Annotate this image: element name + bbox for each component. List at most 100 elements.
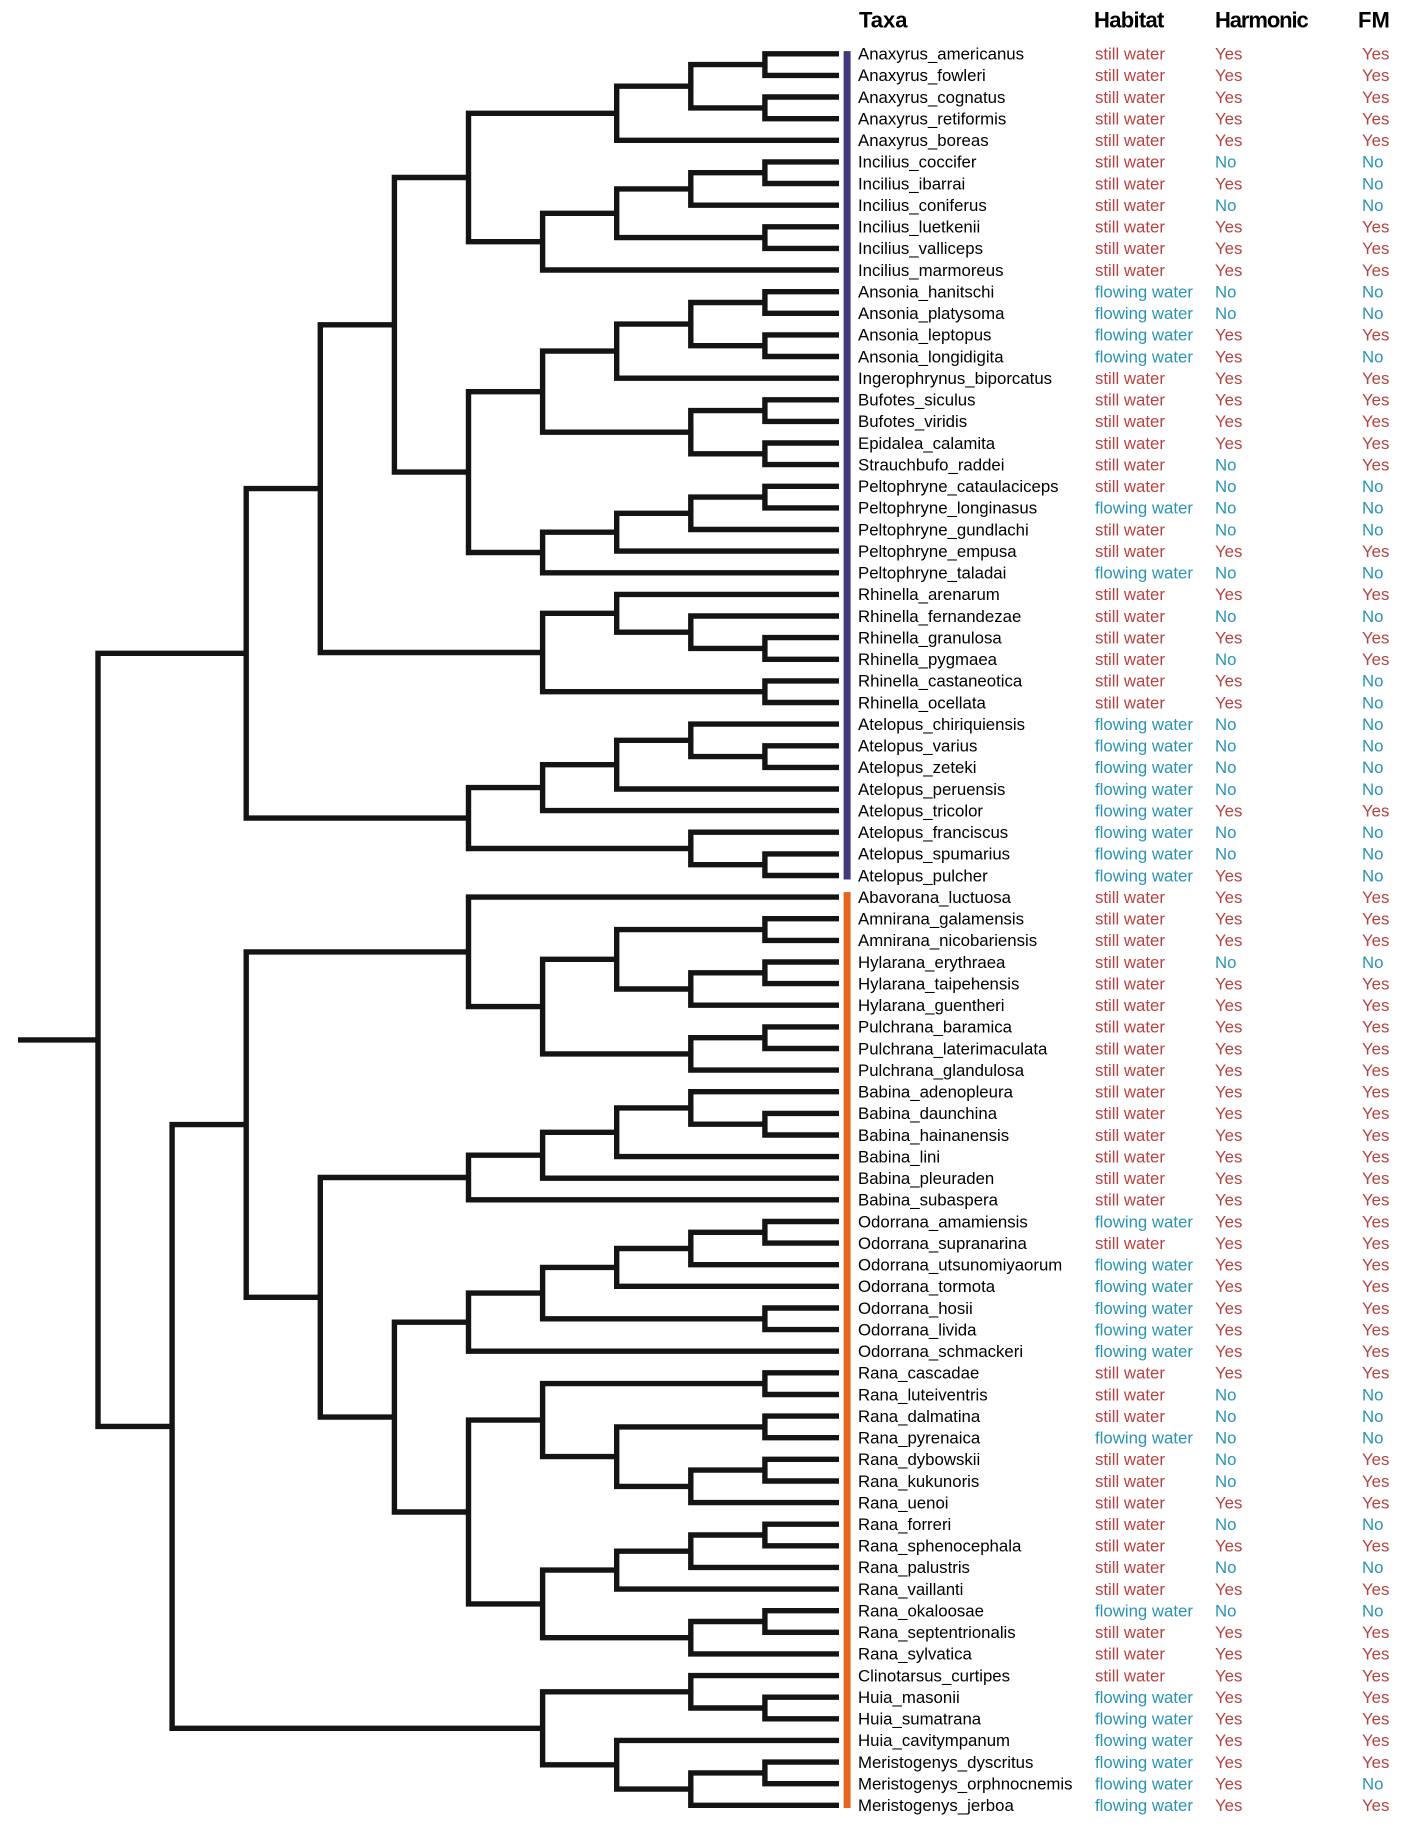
svg-text:still water: still water bbox=[1095, 1666, 1165, 1685]
svg-text:Yes: Yes bbox=[1362, 1039, 1389, 1058]
svg-text:Yes: Yes bbox=[1362, 910, 1389, 929]
svg-text:Rhinella_ocellata: Rhinella_ocellata bbox=[858, 693, 986, 712]
svg-text:still water: still water bbox=[1095, 1493, 1165, 1512]
svg-text:No: No bbox=[1215, 1429, 1236, 1448]
svg-text:Babina_pleuraden: Babina_pleuraden bbox=[858, 1169, 994, 1188]
svg-text:No: No bbox=[1215, 564, 1236, 583]
svg-text:still water: still water bbox=[1095, 1623, 1165, 1642]
svg-text:No: No bbox=[1362, 174, 1383, 193]
svg-text:Yes: Yes bbox=[1362, 1688, 1389, 1707]
svg-text:Yes: Yes bbox=[1362, 585, 1389, 604]
svg-text:still water: still water bbox=[1095, 931, 1165, 950]
svg-text:still water: still water bbox=[1095, 1385, 1165, 1404]
svg-text:Rana_dybowskii: Rana_dybowskii bbox=[858, 1450, 980, 1469]
svg-text:Habitat: Habitat bbox=[1094, 8, 1165, 33]
svg-text:Rana_uenoi: Rana_uenoi bbox=[858, 1493, 949, 1512]
svg-text:still water: still water bbox=[1095, 628, 1165, 647]
svg-text:No: No bbox=[1215, 1602, 1236, 1621]
svg-text:Yes: Yes bbox=[1215, 1191, 1242, 1210]
svg-text:No: No bbox=[1362, 564, 1383, 583]
svg-text:No: No bbox=[1215, 823, 1236, 842]
svg-text:still water: still water bbox=[1095, 996, 1165, 1015]
svg-text:Yes: Yes bbox=[1362, 218, 1389, 237]
svg-text:Incilius_valliceps: Incilius_valliceps bbox=[858, 239, 983, 258]
svg-text:Yes: Yes bbox=[1362, 1256, 1389, 1275]
svg-text:still water: still water bbox=[1095, 953, 1165, 972]
svg-text:Pulchrana_baramica: Pulchrana_baramica bbox=[858, 1018, 1013, 1037]
svg-text:Yes: Yes bbox=[1215, 412, 1242, 431]
svg-text:Yes: Yes bbox=[1215, 434, 1242, 453]
svg-text:still water: still water bbox=[1095, 607, 1165, 626]
svg-text:Yes: Yes bbox=[1215, 1623, 1242, 1642]
svg-text:Strauchbufo_raddei: Strauchbufo_raddei bbox=[858, 455, 1004, 474]
svg-text:Yes: Yes bbox=[1362, 1104, 1389, 1123]
svg-text:Yes: Yes bbox=[1215, 1666, 1242, 1685]
svg-text:No: No bbox=[1215, 283, 1236, 302]
svg-text:No: No bbox=[1215, 607, 1236, 626]
svg-text:Odorrana_utsunomiyaorum: Odorrana_utsunomiyaorum bbox=[858, 1256, 1062, 1275]
svg-text:still water: still water bbox=[1095, 477, 1165, 496]
svg-text:No: No bbox=[1362, 499, 1383, 518]
svg-text:Yes: Yes bbox=[1362, 455, 1389, 474]
svg-text:still water: still water bbox=[1095, 1061, 1165, 1080]
svg-text:Incilius_coccifer: Incilius_coccifer bbox=[858, 153, 977, 172]
svg-text:still water: still water bbox=[1095, 672, 1165, 691]
svg-text:Harmonic: Harmonic bbox=[1215, 8, 1309, 33]
svg-text:flowing water: flowing water bbox=[1095, 823, 1193, 842]
svg-text:Babina_adenopleura: Babina_adenopleura bbox=[858, 1083, 1014, 1102]
svg-text:Anaxyrus_fowleri: Anaxyrus_fowleri bbox=[858, 66, 986, 85]
svg-text:Yes: Yes bbox=[1362, 369, 1389, 388]
svg-text:No: No bbox=[1215, 1472, 1236, 1491]
svg-text:Yes: Yes bbox=[1215, 1364, 1242, 1383]
svg-text:No: No bbox=[1215, 1385, 1236, 1404]
svg-text:Odorrana_tormota: Odorrana_tormota bbox=[858, 1277, 996, 1296]
svg-text:Yes: Yes bbox=[1362, 996, 1389, 1015]
svg-text:Rhinella_granulosa: Rhinella_granulosa bbox=[858, 628, 1002, 647]
svg-text:flowing water: flowing water bbox=[1095, 1775, 1193, 1794]
svg-text:still water: still water bbox=[1095, 1407, 1165, 1426]
svg-text:Rana_pyrenaica: Rana_pyrenaica bbox=[858, 1429, 981, 1448]
svg-text:Ansonia_leptopus: Ansonia_leptopus bbox=[858, 326, 991, 345]
svg-text:Atelopus_tricolor: Atelopus_tricolor bbox=[858, 801, 983, 820]
svg-text:Yes: Yes bbox=[1215, 585, 1242, 604]
svg-text:Incilius_ibarrai: Incilius_ibarrai bbox=[858, 174, 965, 193]
svg-text:No: No bbox=[1362, 1558, 1383, 1577]
svg-text:Yes: Yes bbox=[1215, 693, 1242, 712]
svg-text:flowing water: flowing water bbox=[1095, 499, 1193, 518]
svg-text:Abavorana_luctuosa: Abavorana_luctuosa bbox=[858, 888, 1012, 907]
svg-text:Yes: Yes bbox=[1215, 1212, 1242, 1231]
svg-text:Yes: Yes bbox=[1215, 628, 1242, 647]
svg-text:Yes: Yes bbox=[1215, 45, 1242, 64]
svg-text:Yes: Yes bbox=[1362, 542, 1389, 561]
svg-text:Yes: Yes bbox=[1215, 88, 1242, 107]
svg-text:Anaxyrus_boreas: Anaxyrus_boreas bbox=[858, 131, 989, 150]
svg-text:Yes: Yes bbox=[1362, 1169, 1389, 1188]
svg-text:still water: still water bbox=[1095, 131, 1165, 150]
svg-text:Babina_subaspera: Babina_subaspera bbox=[858, 1191, 999, 1210]
svg-text:Rhinella_pygmaea: Rhinella_pygmaea bbox=[858, 650, 998, 669]
svg-text:Yes: Yes bbox=[1362, 1580, 1389, 1599]
svg-text:Yes: Yes bbox=[1215, 1753, 1242, 1772]
svg-text:No: No bbox=[1362, 845, 1383, 864]
svg-text:Yes: Yes bbox=[1215, 996, 1242, 1015]
svg-text:still water: still water bbox=[1095, 1472, 1165, 1491]
svg-text:No: No bbox=[1362, 304, 1383, 323]
svg-text:FM: FM bbox=[1358, 8, 1390, 33]
svg-text:flowing water: flowing water bbox=[1095, 283, 1193, 302]
svg-text:Yes: Yes bbox=[1362, 261, 1389, 280]
svg-text:Atelopus_chiriquiensis: Atelopus_chiriquiensis bbox=[858, 715, 1025, 734]
svg-text:Yes: Yes bbox=[1215, 391, 1242, 410]
svg-text:Rana_palustris: Rana_palustris bbox=[858, 1558, 970, 1577]
svg-text:Yes: Yes bbox=[1362, 239, 1389, 258]
svg-text:still water: still water bbox=[1095, 239, 1165, 258]
svg-text:flowing water: flowing water bbox=[1095, 564, 1193, 583]
svg-text:Yes: Yes bbox=[1362, 1299, 1389, 1318]
svg-text:still water: still water bbox=[1095, 110, 1165, 129]
svg-text:Taxa: Taxa bbox=[859, 8, 908, 33]
svg-text:flowing water: flowing water bbox=[1095, 1342, 1193, 1361]
svg-text:Meristogenys_jerboa: Meristogenys_jerboa bbox=[858, 1796, 1014, 1815]
svg-text:No: No bbox=[1362, 1407, 1383, 1426]
svg-text:Yes: Yes bbox=[1215, 542, 1242, 561]
svg-text:Atelopus_spumarius: Atelopus_spumarius bbox=[858, 845, 1010, 864]
svg-text:Hylarana_guentheri: Hylarana_guentheri bbox=[858, 996, 1004, 1015]
